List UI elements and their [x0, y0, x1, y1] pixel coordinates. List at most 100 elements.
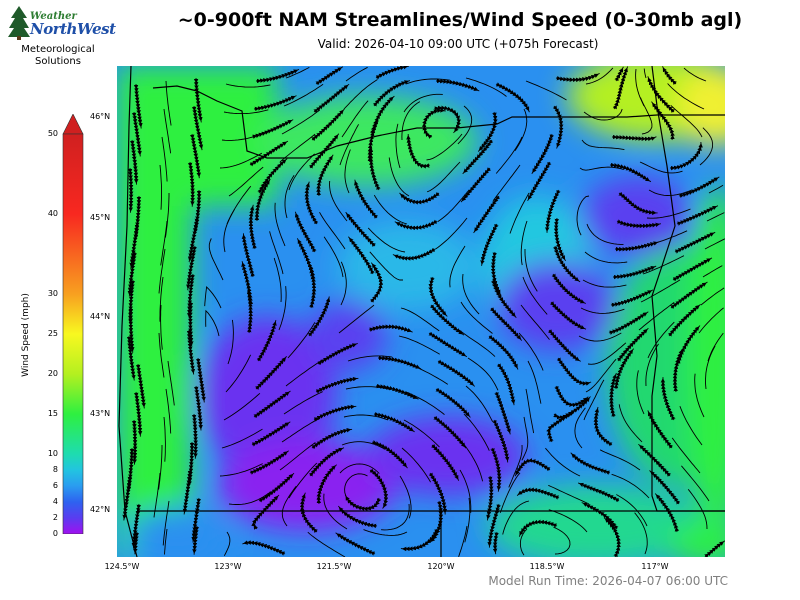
streamline — [159, 164, 162, 210]
streamline — [669, 142, 703, 171]
streamline — [388, 157, 410, 197]
streamline — [464, 497, 471, 543]
lon-label-117: 117°W — [641, 562, 669, 571]
streamline — [273, 257, 282, 303]
streamline — [189, 133, 201, 179]
streamline — [394, 219, 438, 231]
streamline — [462, 273, 480, 315]
streamline — [428, 472, 448, 515]
streamline — [285, 359, 323, 387]
colorbar — [62, 114, 84, 534]
streamline — [670, 104, 703, 138]
streamline — [375, 66, 409, 80]
colorbar-tick: 25 — [47, 329, 58, 338]
streamline — [126, 335, 136, 381]
streamline — [667, 304, 701, 337]
streamline — [158, 332, 165, 378]
streamline — [406, 133, 431, 169]
streamline — [611, 473, 650, 499]
streamline — [585, 358, 617, 393]
streamline — [278, 286, 287, 331]
streamline — [437, 189, 470, 223]
streamline — [223, 209, 235, 253]
streamline — [527, 161, 552, 202]
streamline — [373, 411, 415, 433]
lat-label-44: 44°N — [90, 312, 111, 321]
streamline — [525, 80, 567, 101]
colorbar-tick: 15 — [47, 409, 58, 418]
streamline — [704, 238, 725, 250]
streamline — [255, 68, 300, 84]
streamline — [465, 385, 493, 422]
streamline — [514, 108, 528, 151]
colorbar-tick: 20 — [47, 369, 58, 378]
streamline — [643, 68, 647, 79]
streamline — [518, 519, 558, 537]
streamline — [473, 195, 501, 234]
streamline — [191, 413, 198, 459]
streamline — [339, 124, 359, 166]
streamline — [585, 67, 614, 85]
streamline — [403, 93, 443, 113]
streamline — [495, 136, 523, 174]
wind-speed-field — [117, 66, 725, 557]
streamline — [584, 251, 628, 264]
streamline — [160, 220, 168, 266]
colorbar-extend-arrow — [62, 114, 84, 135]
streamline — [375, 383, 419, 400]
streamline — [708, 184, 724, 194]
streamline — [316, 154, 334, 197]
streamline — [492, 419, 510, 463]
streamline — [192, 525, 200, 555]
streamline — [618, 191, 658, 215]
streamline — [345, 66, 368, 82]
streamline — [702, 265, 723, 278]
streamline — [694, 373, 705, 418]
streamline — [577, 482, 620, 503]
streamline — [460, 167, 492, 203]
streamline — [634, 512, 648, 555]
streamline — [480, 223, 499, 266]
streamline — [158, 248, 166, 294]
streamline — [135, 363, 146, 409]
wind-speed-map — [117, 66, 725, 557]
streamline — [521, 416, 529, 461]
streamline — [578, 332, 622, 342]
streamline — [435, 78, 480, 92]
streamline — [163, 108, 172, 154]
streamline — [377, 355, 422, 370]
streamline — [186, 329, 196, 375]
streamline — [363, 529, 408, 536]
colorbar-tick: 6 — [52, 481, 58, 490]
streamline — [313, 83, 350, 114]
streamline — [344, 473, 368, 502]
streamline — [428, 331, 468, 358]
colorbar-tick: 2 — [52, 513, 58, 522]
streamline — [459, 469, 472, 513]
streamline — [283, 391, 323, 415]
lat-label-46: 46°N — [90, 112, 111, 121]
streamline — [520, 304, 550, 340]
streamline — [164, 528, 168, 555]
streamline — [618, 404, 643, 443]
streamline — [158, 445, 163, 490]
streamline — [269, 231, 284, 275]
streamline — [182, 469, 193, 515]
streamline — [299, 492, 318, 534]
streamline — [371, 440, 408, 469]
streamline — [612, 265, 657, 280]
streamline — [672, 257, 713, 282]
streamline — [288, 153, 315, 191]
streamline — [161, 136, 168, 182]
streamline — [437, 359, 476, 387]
lon-label-124.5: 124.5°W — [104, 562, 140, 571]
streamline — [284, 175, 295, 219]
streamline — [281, 485, 297, 527]
streamline — [488, 334, 519, 370]
streamline — [227, 319, 234, 365]
lat-label-43: 43°N — [90, 409, 111, 418]
streamline — [582, 279, 627, 288]
streamline — [463, 413, 490, 451]
streamline — [687, 489, 708, 530]
streamline — [705, 345, 716, 390]
